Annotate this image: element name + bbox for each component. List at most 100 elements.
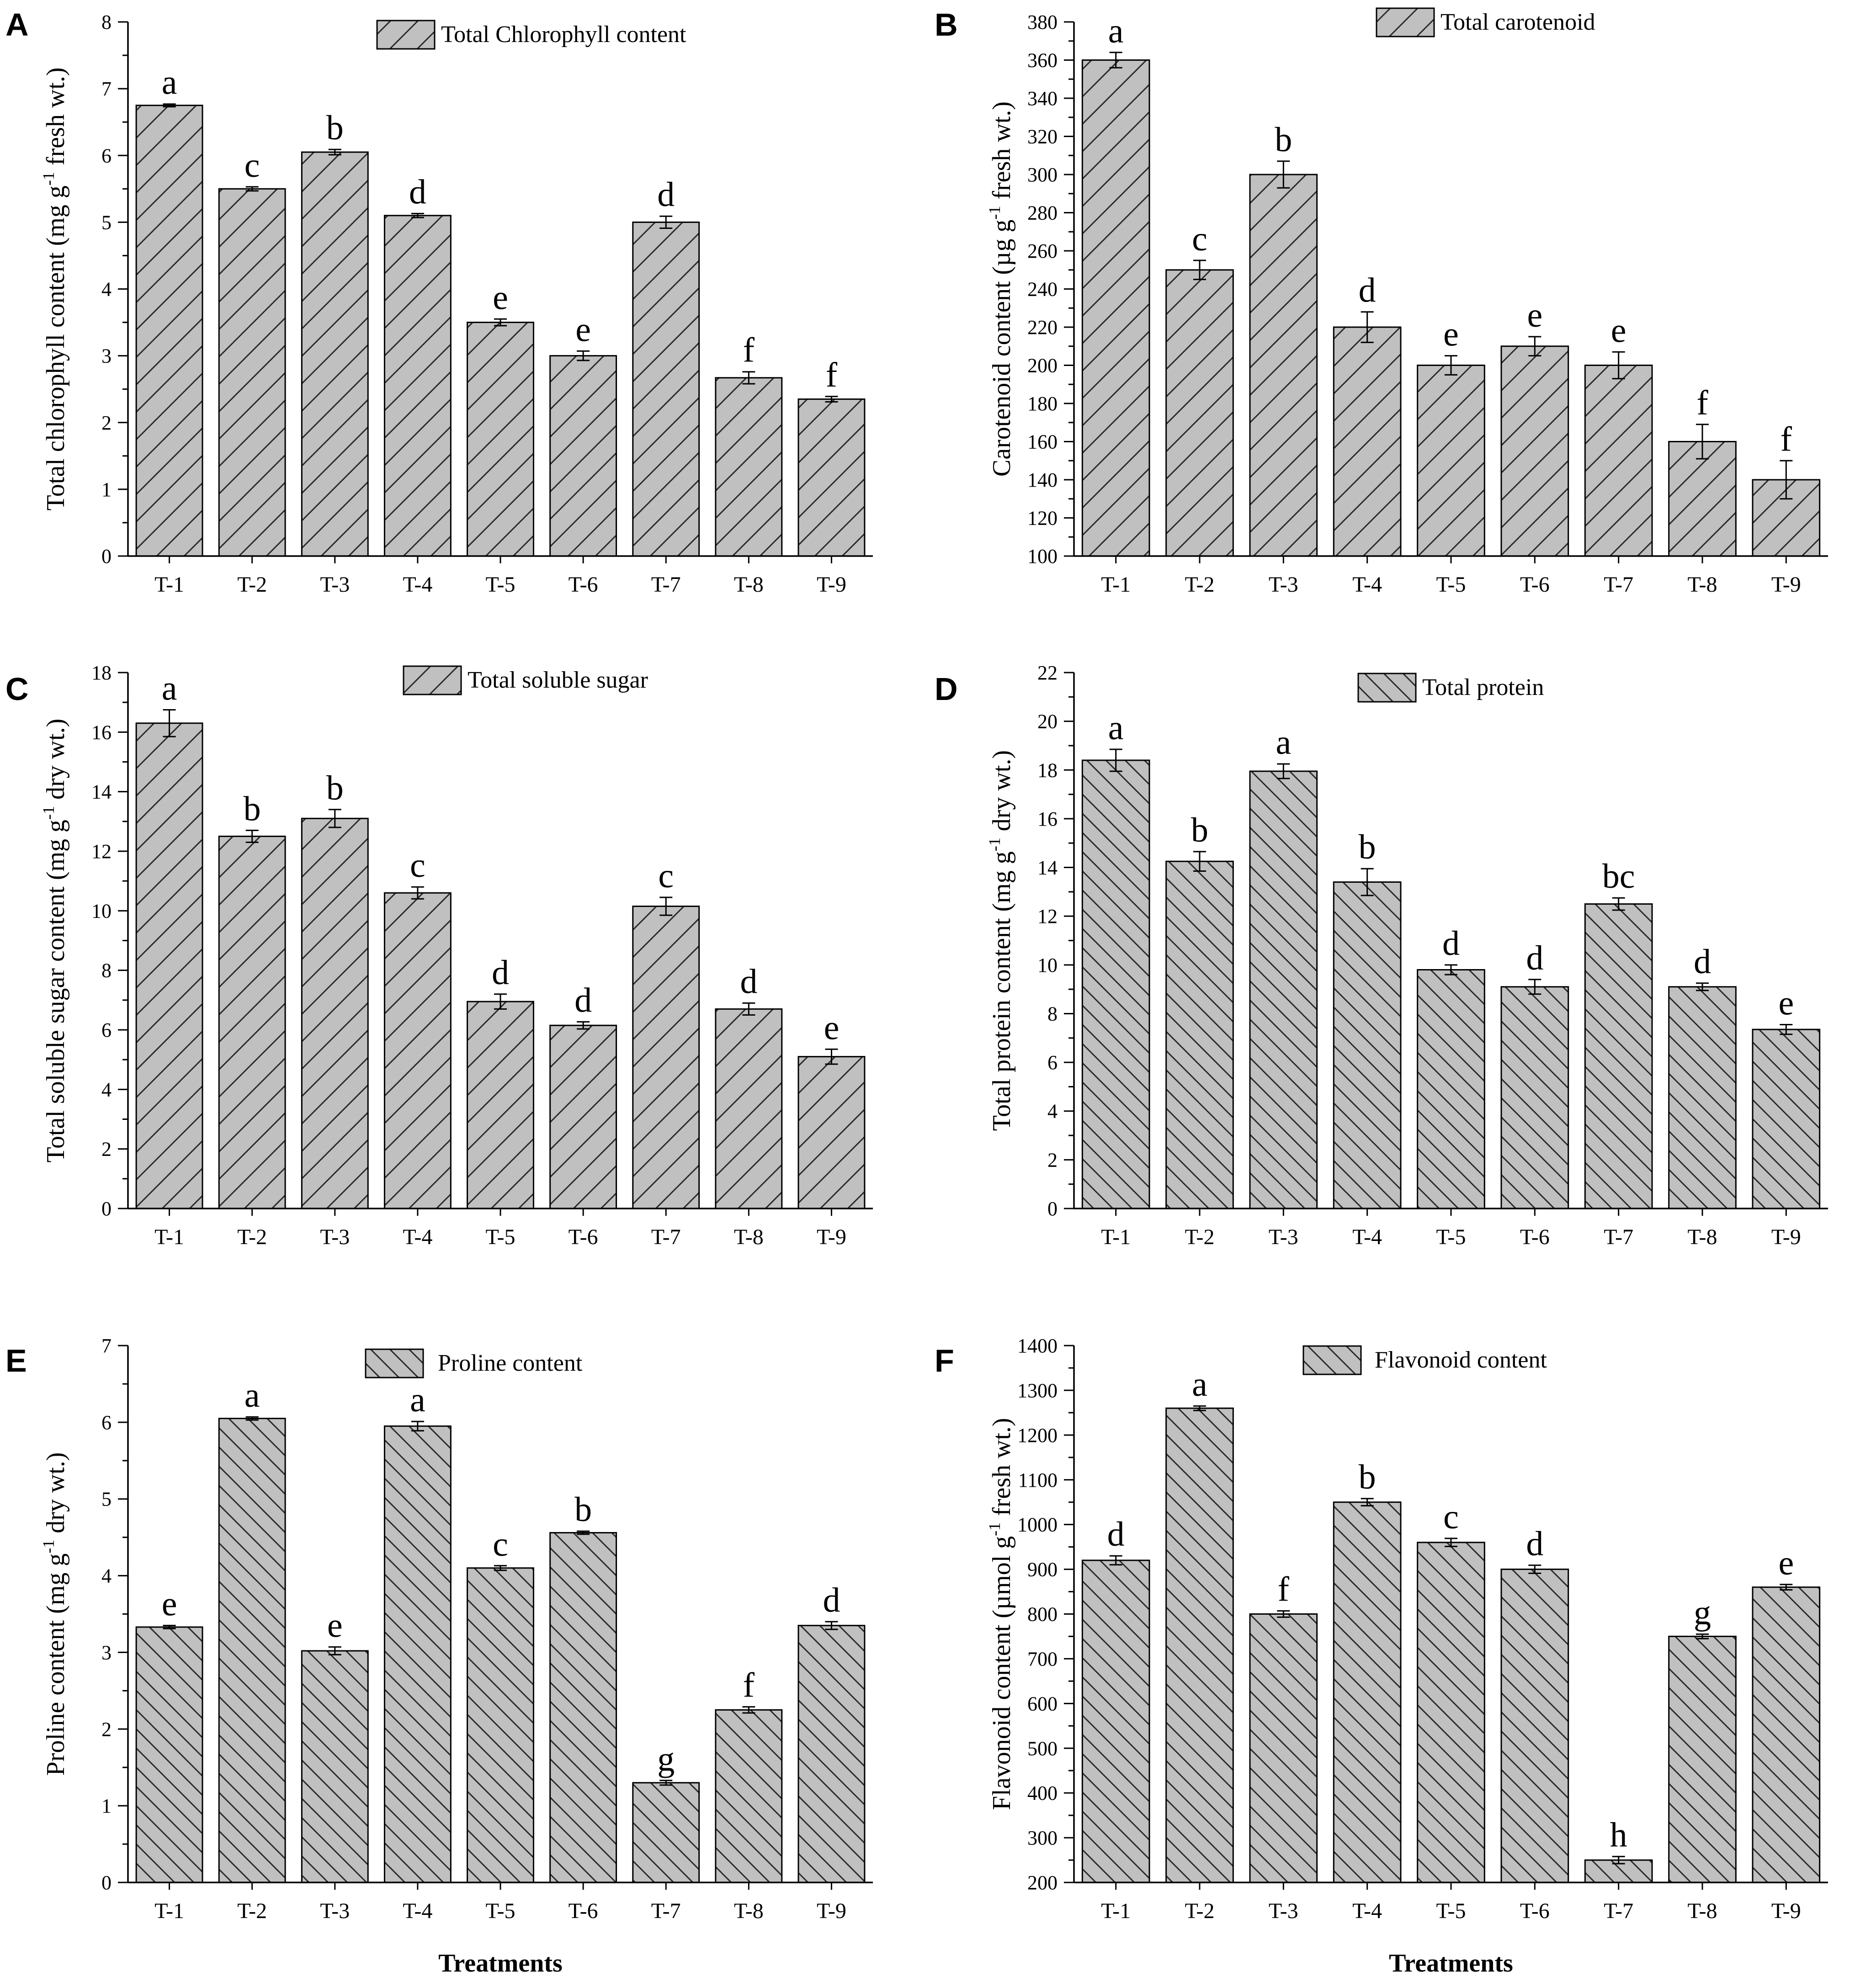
x-tick-label: T-8 <box>1688 1899 1717 1923</box>
significance-letter: c <box>658 857 674 895</box>
significance-letter: b <box>326 769 344 807</box>
y-axis-label: Total chlorophyll content (mg g-1 fresh … <box>39 67 70 510</box>
legend-swatch <box>403 665 462 695</box>
y-tick-label: 6 <box>1047 1051 1058 1074</box>
x-tick-label: T-5 <box>1436 1225 1466 1249</box>
legend-swatch <box>365 1348 424 1378</box>
error-bar <box>1109 52 1122 69</box>
panel-a: Aa T-1 c T-2 b T-3 d T-4 e T-5 e T-6 d T-7 f T-8 f T-9 0 1 2… <box>5 7 873 597</box>
bar <box>1417 1542 1485 1883</box>
x-tick-label: T-3 <box>320 1899 350 1923</box>
significance-letter: d <box>1359 271 1376 310</box>
y-tick-label: 400 <box>1027 1782 1058 1804</box>
y-tick-label: 3 <box>101 345 112 367</box>
significance-letter: d <box>409 173 426 211</box>
error-bar <box>245 829 259 843</box>
x-tick-label: T-7 <box>1604 1899 1633 1923</box>
significance-letter: bc <box>1602 857 1635 896</box>
bar <box>135 105 203 557</box>
x-tick-label: T-9 <box>817 1225 846 1249</box>
y-tick-label: 120 <box>1027 507 1058 530</box>
x-tick-label: T-8 <box>734 1899 764 1923</box>
y-tick-label: 300 <box>1027 1827 1058 1849</box>
significance-letter: a <box>1276 723 1291 762</box>
y-tick-label: 700 <box>1027 1648 1058 1670</box>
x-tick-label: T-4 <box>1352 573 1382 597</box>
x-tick-label: T-6 <box>1520 1225 1550 1249</box>
y-tick-label: 180 <box>1027 392 1058 415</box>
x-tick-label: T-1 <box>154 1899 184 1923</box>
bar <box>1668 986 1737 1209</box>
bar <box>1584 365 1653 557</box>
error-bar <box>1528 1564 1541 1574</box>
panel-f: Fd T-1 a T-2 f T-3 b T-4 c T-5 d T-6 h T-7 g T-8 e T-9 200… <box>935 1335 1828 1977</box>
x-tick-label: T-1 <box>154 1225 184 1249</box>
x-axis-label: Treatments <box>1389 1949 1513 1977</box>
error-bar <box>1780 1584 1793 1591</box>
significance-letter: a <box>1192 1365 1207 1404</box>
y-tick-label: 1000 <box>1017 1514 1058 1536</box>
bar <box>1500 986 1569 1209</box>
significance-letter: c <box>410 846 425 885</box>
error-bar <box>1361 868 1374 896</box>
y-tick-label: 600 <box>1027 1692 1058 1715</box>
bar <box>1668 1635 1737 1883</box>
significance-letter: d <box>1526 1525 1543 1563</box>
error-bar <box>1445 964 1457 975</box>
x-tick-label: T-8 <box>734 573 764 597</box>
bar <box>301 817 369 1209</box>
error-bar <box>1277 763 1290 779</box>
legend-label: Total soluble sugar <box>468 667 648 693</box>
x-tick-label: T-3 <box>1269 573 1298 597</box>
y-axis-label: Flavonoid content (µmol g-1 fresh wt.) <box>985 1418 1016 1810</box>
x-tick-label: T-1 <box>154 573 184 597</box>
legend-swatch <box>1302 1345 1362 1375</box>
error-bar <box>1193 1405 1206 1411</box>
error-bar <box>328 1646 341 1655</box>
y-tick-label: 5 <box>101 211 112 233</box>
significance-letter: b <box>1359 828 1376 866</box>
significance-letter: a <box>244 1376 260 1415</box>
y-tick-label: 260 <box>1027 240 1058 262</box>
bar <box>218 188 286 557</box>
bar <box>1249 174 1318 557</box>
y-tick-label: 1200 <box>1017 1424 1058 1447</box>
x-tick-label: T-1 <box>1101 573 1131 597</box>
y-axis-label: Total soluble sugar content (mg g-1 dry … <box>39 719 70 1163</box>
significance-letter: d <box>823 1581 840 1619</box>
y-tick-label: 7 <box>101 1335 112 1357</box>
bar <box>1249 770 1318 1209</box>
error-bar <box>1696 1633 1709 1639</box>
significance-letter: d <box>492 954 509 992</box>
bar <box>715 1709 783 1883</box>
y-tick-label: 2 <box>1047 1149 1058 1171</box>
error-bar <box>1445 355 1457 376</box>
x-axis-label: Treatments <box>438 1949 563 1977</box>
significance-letter: d <box>657 175 675 214</box>
legend-swatch <box>1357 673 1417 703</box>
significance-letter: d <box>740 962 757 1001</box>
significance-letter: b <box>574 1490 592 1529</box>
y-tick-label: 4 <box>101 1565 112 1587</box>
bar <box>1752 479 1821 557</box>
y-tick-label: 500 <box>1027 1737 1058 1760</box>
y-tick-label: 380 <box>1027 11 1058 33</box>
x-tick-label: T-4 <box>1352 1225 1382 1249</box>
x-tick-label: T-2 <box>1185 1899 1215 1923</box>
x-tick-label: T-3 <box>320 573 350 597</box>
x-tick-label: T-2 <box>1185 1225 1215 1249</box>
error-bar <box>411 886 424 900</box>
bar <box>1165 269 1234 557</box>
significance-letter: d <box>574 981 592 1019</box>
error-bar <box>1361 1498 1374 1507</box>
error-bar <box>1277 160 1290 189</box>
bar <box>1668 441 1737 557</box>
bar <box>1584 903 1653 1209</box>
y-tick-label: 1100 <box>1018 1469 1058 1491</box>
y-tick-label: 8 <box>101 960 112 982</box>
significance-letter: a <box>1108 12 1124 50</box>
significance-letter: g <box>657 1740 675 1778</box>
y-tick-label: 1 <box>101 478 112 501</box>
error-bar <box>577 1021 590 1030</box>
bar <box>1500 1569 1569 1883</box>
